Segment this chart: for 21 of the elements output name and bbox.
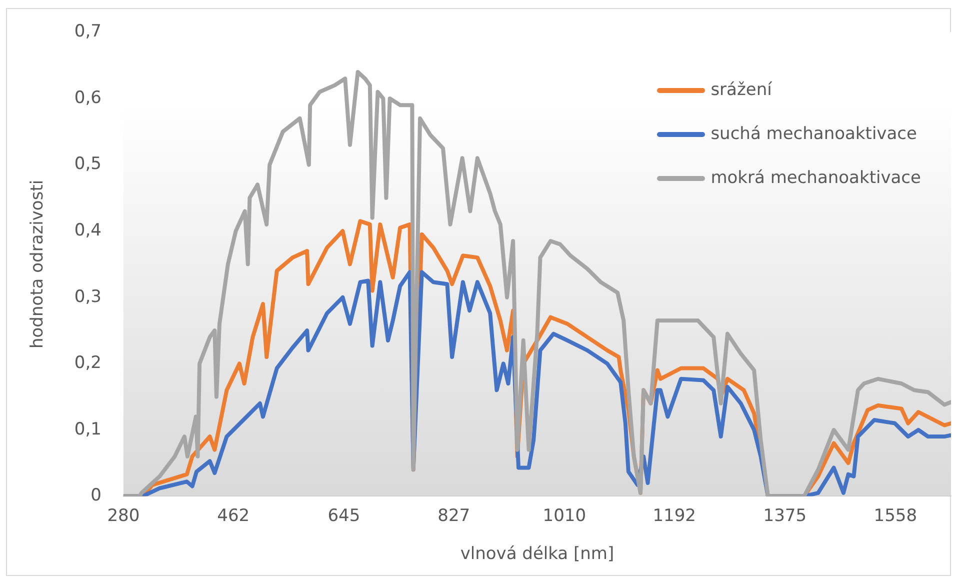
legend-label: mokrá mechanoaktivace <box>710 168 921 188</box>
y-tick-label: 0,3 <box>74 286 102 307</box>
y-tick-label: 0 <box>90 486 102 506</box>
y-tick-label: 0,4 <box>74 220 102 240</box>
y-tick-label: 0,5 <box>74 154 102 174</box>
x-axis-title: vlnová délka [nm] <box>460 544 614 564</box>
x-tick-label: 280 <box>107 506 140 526</box>
x-tick-label: 462 <box>217 506 250 526</box>
y-tick-label: 0,7 <box>74 22 102 42</box>
x-tick-label: 1558 <box>874 506 918 526</box>
y-tick-label: 0,2 <box>74 353 102 374</box>
y-tick-label: 0,6 <box>74 88 102 108</box>
y-tick-label: 0,1 <box>74 419 102 440</box>
x-tick-label: 645 <box>328 506 360 526</box>
y-axis-title: hodnota odrazivosti <box>28 180 48 348</box>
x-tick-label: 1010 <box>542 506 586 526</box>
legend-label: srážení <box>710 80 772 100</box>
legend-label: suchá mechanoaktivace <box>710 124 917 144</box>
x-tick-label: 827 <box>438 506 470 526</box>
x-tick-label: 1375 <box>763 506 807 526</box>
x-tick-label: 1192 <box>652 506 696 526</box>
